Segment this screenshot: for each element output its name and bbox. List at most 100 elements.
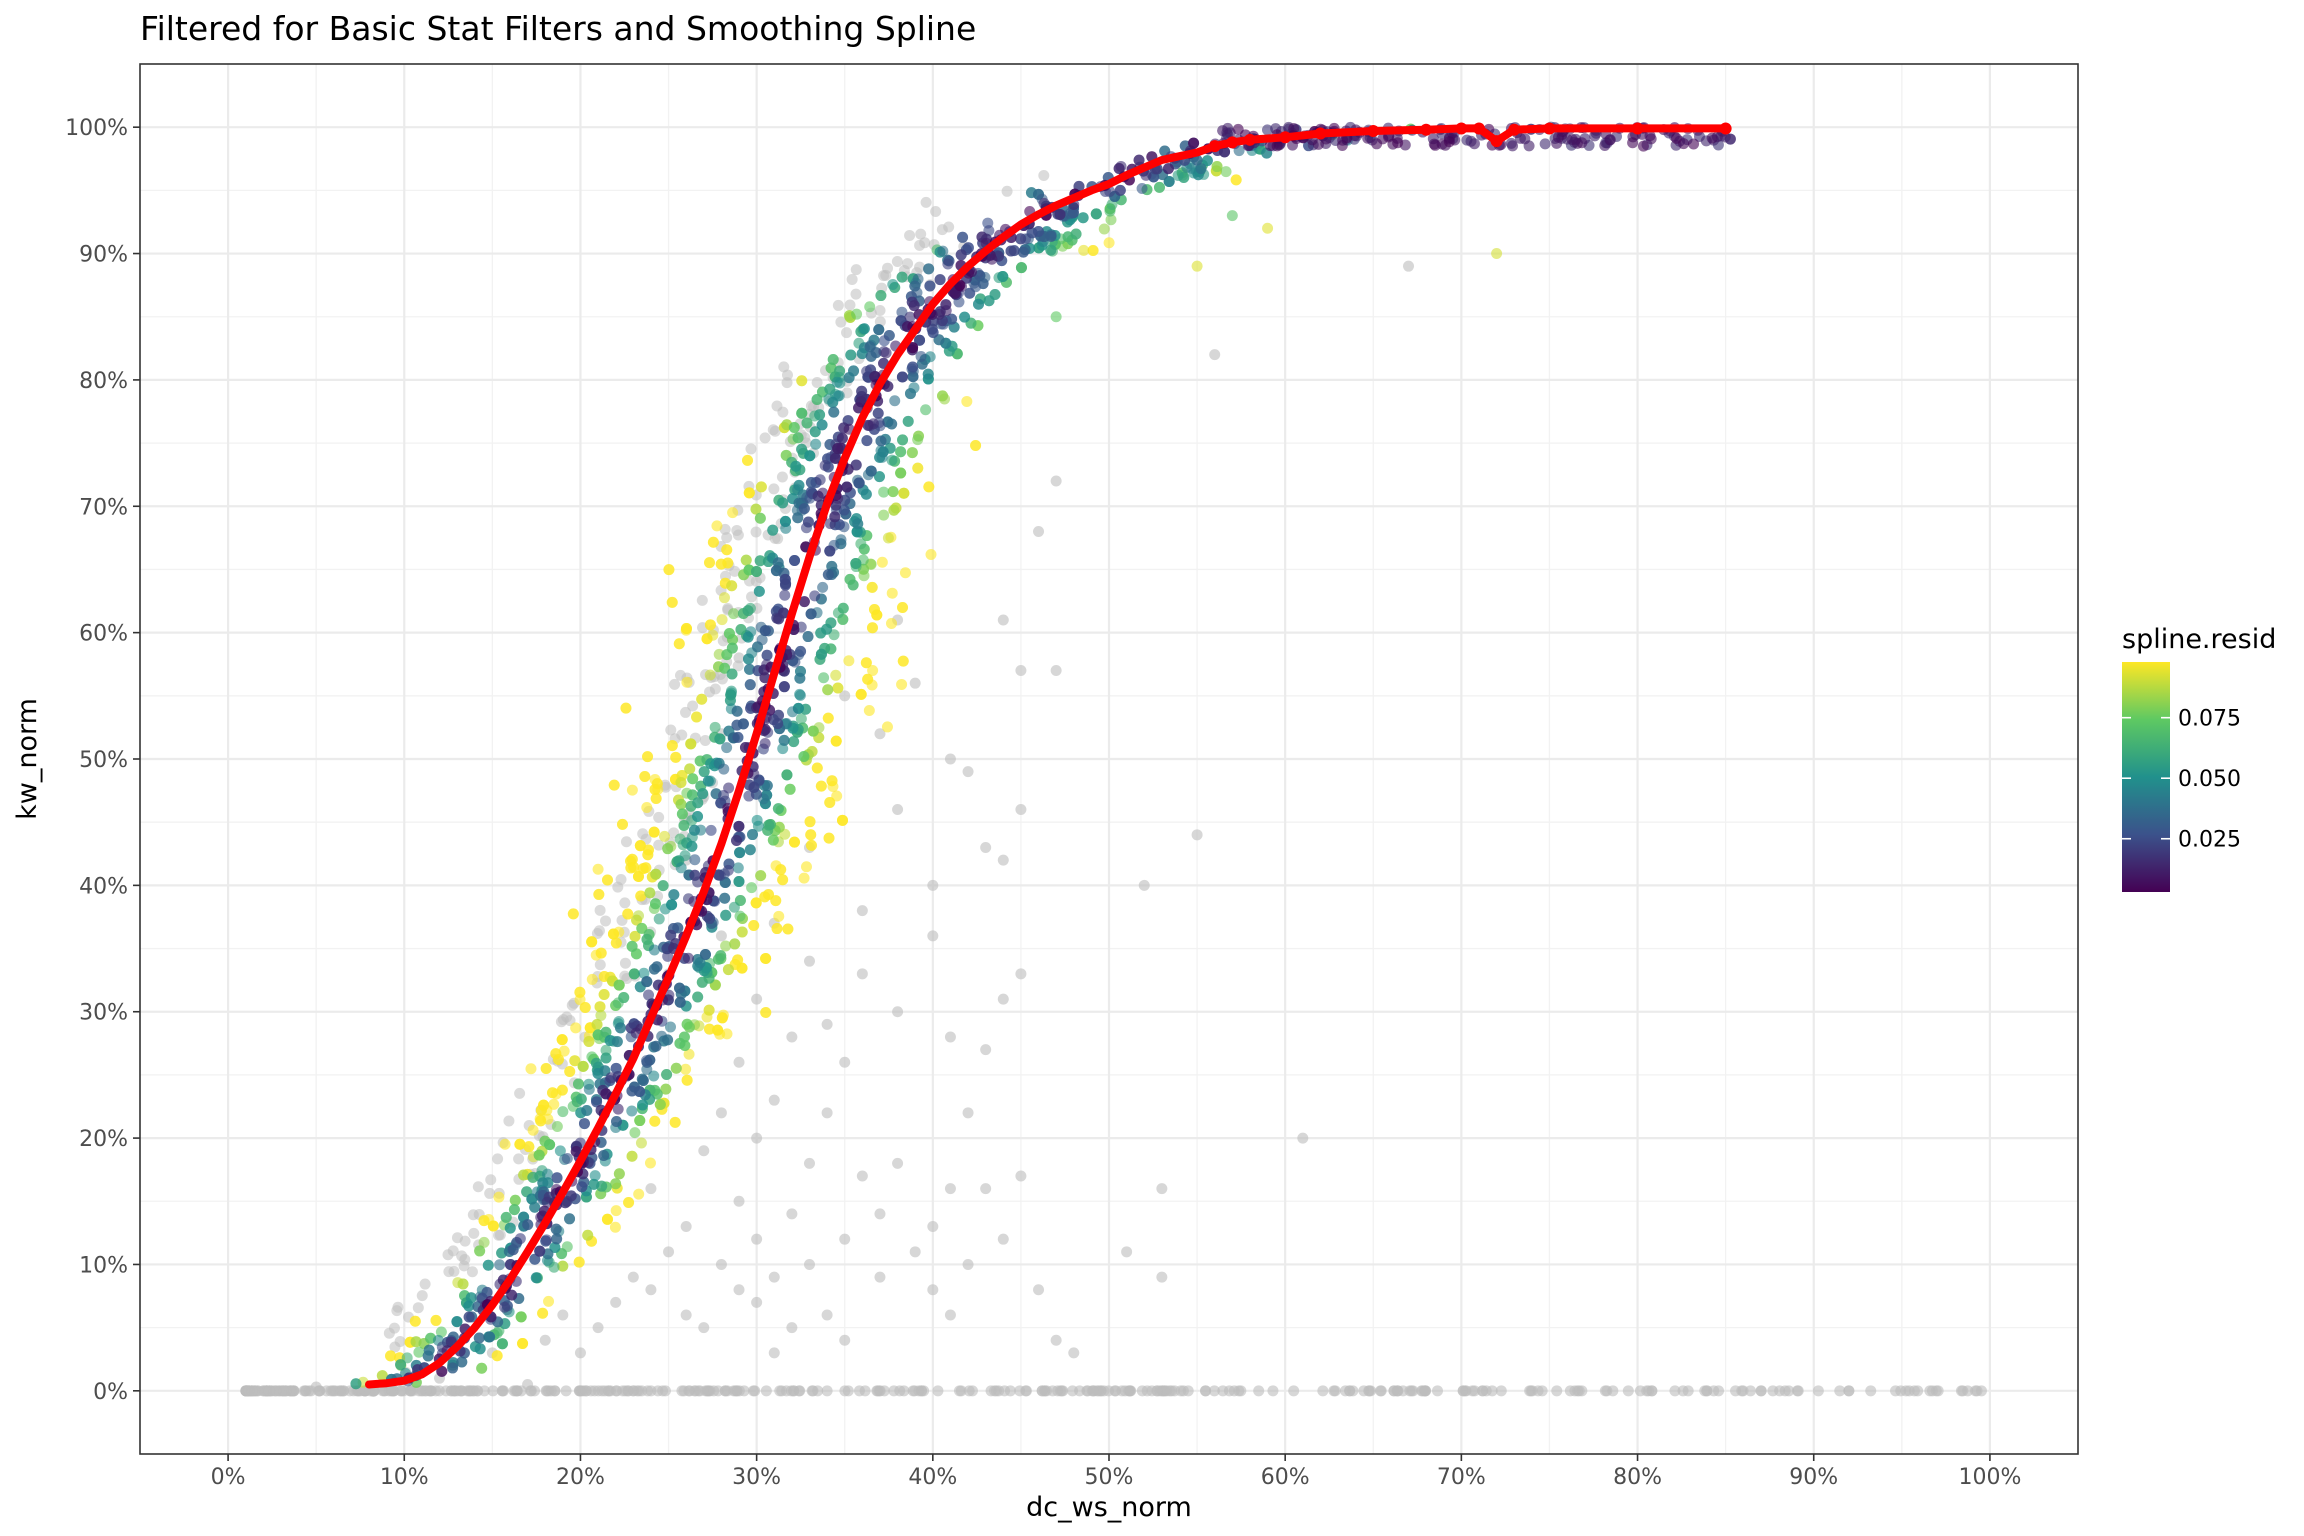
data-point [551,1172,563,1184]
filtered-point [709,683,721,695]
data-point [761,780,773,792]
data-point [886,418,898,430]
data-point [722,964,734,976]
data-point [942,258,954,270]
data-point [1468,138,1480,150]
data-point [712,1024,724,1036]
filtered-point [721,1385,733,1397]
filtered-point [751,1233,763,1245]
data-point [946,313,958,325]
data-point [567,908,579,920]
data-point [703,1004,715,1016]
filtered-point [1755,1385,1767,1397]
data-point [1262,222,1274,234]
data-point [830,735,842,747]
filtered-point [335,1385,347,1397]
data-point [794,689,806,701]
filtered-point [944,1183,956,1195]
data-point [648,826,660,838]
data-point [593,888,605,900]
filtered-point [760,1385,772,1397]
data-point [907,342,919,354]
data-point [756,634,768,646]
data-point [714,733,726,745]
filtered-point [1962,1385,1974,1397]
filtered-point [835,316,847,328]
filtered-point [966,1385,978,1397]
data-point [904,388,916,400]
data-point [692,797,704,809]
data-point [873,324,885,336]
filtered-point [1682,1385,1694,1397]
data-point [541,1234,553,1246]
filtered-point [539,1334,551,1346]
data-point [773,709,785,721]
data-point [751,814,763,826]
filtered-point [698,1145,710,1157]
data-point [782,923,794,935]
filtered-point [856,968,868,980]
data-point [750,503,762,515]
filtered-point [443,1266,455,1278]
filtered-point [1403,260,1415,272]
colorbar-ticks: 0.025 0.050 0.075 [2122,707,2241,853]
filtered-point [263,1385,275,1397]
filtered-point [1151,1385,1163,1397]
data-point [692,954,704,966]
filtered-point [1161,1385,1173,1397]
data-point [920,404,932,416]
data-point [957,231,969,243]
data-point [907,361,919,373]
data-point [816,419,828,431]
data-point [937,390,949,402]
filtered-point [997,854,1009,866]
data-point [729,938,741,950]
data-point [623,1197,635,1209]
data-point [689,854,701,866]
data-point [715,950,727,962]
filtered-point [786,1031,798,1043]
filtered-point [1339,1385,1351,1397]
data-point [759,672,771,684]
y-tick-label: 30% [79,1001,128,1026]
data-point [650,868,662,880]
data-point [605,1072,617,1084]
data-point [1211,161,1223,173]
data-point [550,1223,562,1235]
data-point [767,524,779,536]
filtered-point [1091,1385,1103,1397]
data-point [661,1068,673,1080]
data-point [798,872,810,884]
y-tick-label: 60% [79,622,128,647]
data-layer [240,121,1987,1397]
data-point [732,731,744,743]
data-point [773,910,785,922]
data-point [855,538,867,550]
data-point [973,298,985,310]
data-point [577,1060,589,1072]
grid-major [140,64,2078,1454]
data-point [544,1139,556,1151]
data-point [686,840,698,852]
data-point [679,850,691,862]
filtered-point [839,1056,851,1068]
data-point [964,287,976,299]
filtered-point [1228,1385,1240,1397]
filtered-point [892,804,904,816]
filtered-point [594,904,606,916]
data-point [829,511,841,523]
data-point [541,1168,553,1180]
filtered-point [619,897,631,909]
spline-point [1279,131,1292,144]
data-point [904,311,916,323]
filtered-point [1015,665,1027,677]
data-point [506,1289,518,1301]
data-point [650,792,662,804]
x-tick-label: 40% [908,1465,957,1490]
data-point [716,1012,728,1024]
data-point [662,950,674,962]
filtered-point [1015,1170,1027,1182]
data-point [637,1099,649,1111]
data-point [876,556,888,568]
filtered-point [1646,1385,1658,1397]
